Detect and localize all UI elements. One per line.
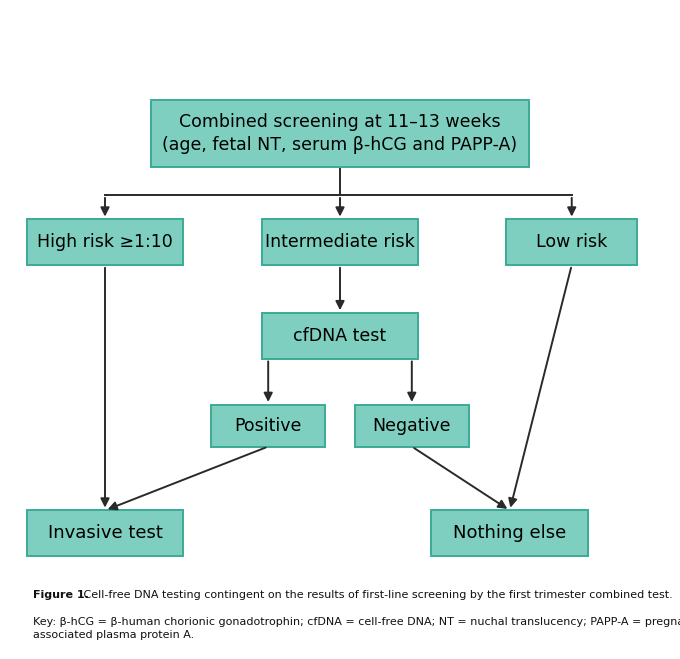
Text: Key: β-hCG = β-human chorionic gonadotrophin; cfDNA = cell-free DNA; NT = nuchal: Key: β-hCG = β-human chorionic gonadotro… <box>33 617 680 640</box>
FancyBboxPatch shape <box>151 100 529 167</box>
Text: Invasive test: Invasive test <box>48 524 163 542</box>
Text: cfDNA test: cfDNA test <box>294 327 386 345</box>
FancyBboxPatch shape <box>27 219 184 265</box>
Text: Intermediate risk: Intermediate risk <box>265 233 415 251</box>
Text: Nothing else: Nothing else <box>453 524 566 542</box>
FancyBboxPatch shape <box>27 511 184 556</box>
Text: Negative: Negative <box>373 416 451 435</box>
Text: Figure 1.: Figure 1. <box>33 590 89 600</box>
FancyBboxPatch shape <box>355 405 469 447</box>
FancyBboxPatch shape <box>211 405 325 447</box>
FancyBboxPatch shape <box>431 511 588 556</box>
FancyBboxPatch shape <box>507 219 637 265</box>
FancyBboxPatch shape <box>262 219 418 265</box>
FancyBboxPatch shape <box>262 313 418 358</box>
Text: Combined screening at 11–13 weeks
(age, fetal NT, serum β-hCG and PAPP-A): Combined screening at 11–13 weeks (age, … <box>163 113 517 154</box>
Text: Positive: Positive <box>235 416 302 435</box>
Text: Cell-free DNA testing contingent on the results of first-line screening by the f: Cell-free DNA testing contingent on the … <box>80 590 673 600</box>
Text: High risk ≥1:10: High risk ≥1:10 <box>37 233 173 251</box>
Text: Low risk: Low risk <box>536 233 607 251</box>
